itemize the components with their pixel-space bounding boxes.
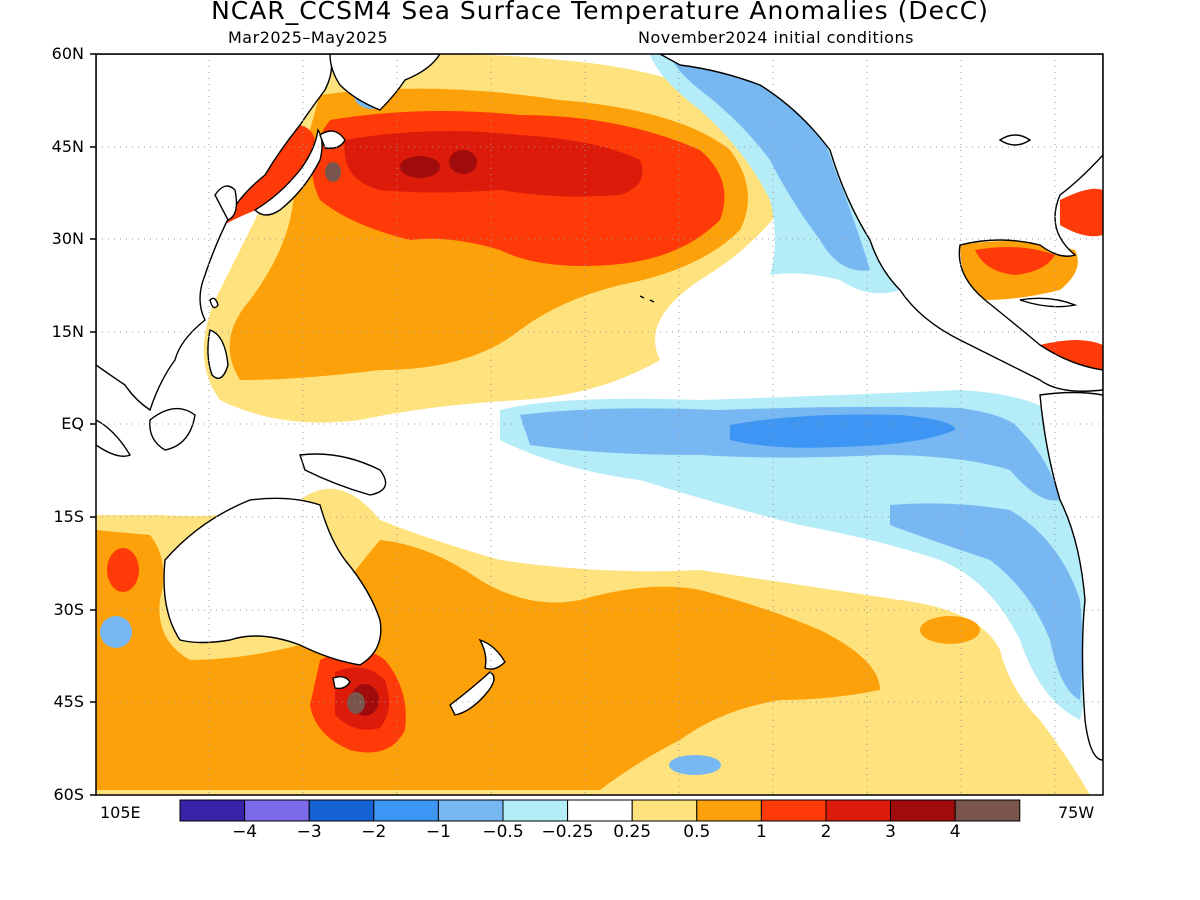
colorbar-label: −0.25 (541, 822, 594, 842)
continents (96, 54, 1103, 761)
initial-conditions: November2024 initial conditions (638, 28, 914, 47)
land-australia (163, 497, 382, 666)
anomaly-indian-cold (100, 616, 132, 648)
lat-label-60n: 60N (51, 44, 84, 63)
colorbar-label: 1 (755, 822, 767, 842)
colorbar (179, 799, 1021, 822)
colorbar-swatch (179, 799, 246, 822)
lat-label-45n: 45N (51, 137, 84, 156)
land-philippines (207, 329, 229, 379)
lat-label-eq: EQ (61, 414, 84, 433)
colorbar-swatch (696, 799, 762, 822)
anomaly-gulf-mexico-hot (975, 246, 1055, 275)
colorbar-label: 0.5 (683, 822, 711, 842)
anomaly-extreme-japan (325, 162, 341, 182)
colorbar-swatch (631, 799, 698, 822)
anomaly-california-cold (670, 55, 870, 271)
forecast-period: Mar2025–May2025 (228, 28, 389, 47)
colorbar-label: 4 (949, 822, 961, 842)
land-new-zealand-north (478, 638, 506, 670)
colorbar-swatch (437, 799, 504, 822)
colorbar-label: 0.25 (613, 822, 652, 842)
colorbar-label: −3 (296, 822, 322, 842)
land-tasmania (332, 675, 351, 690)
land-sumatra (96, 419, 132, 457)
colorbar-label: −0.5 (482, 822, 524, 842)
anomaly-equatorial-cold-strong (730, 414, 955, 448)
anomaly-max-north-pacific-2 (449, 150, 477, 174)
colorbar-swatch (954, 799, 1021, 822)
anomaly-south-warm-patch (920, 616, 980, 644)
colorbar-swatch (567, 799, 633, 822)
land-hokkaido (319, 130, 346, 150)
lat-label-60s: 60S (53, 785, 84, 804)
anomaly-max-north-pacific (400, 156, 440, 178)
colorbar-swatch (373, 799, 439, 822)
land-taiwan (209, 297, 219, 309)
anomaly-indian-warm (107, 548, 139, 592)
land-south-america (1039, 391, 1103, 761)
colorbar-swatch (760, 799, 827, 822)
colorbar-label: −1 (425, 822, 451, 842)
anomaly-south-cold-patch (669, 755, 721, 775)
land-japan-honshu (253, 128, 323, 216)
lat-ticks (90, 53, 96, 796)
colorbar-swatch (890, 799, 956, 822)
land-hawaii (639, 295, 655, 303)
colorbar-label: 2 (820, 822, 832, 842)
land-cuba (1019, 297, 1078, 308)
colorbar-swatch (825, 799, 892, 822)
lat-label-15n: 15N (51, 322, 84, 341)
lon-label-105e: 105E (100, 803, 141, 822)
land-new-guinea (299, 453, 387, 496)
colorbar-label: −4 (232, 822, 258, 842)
land-great-lakes (998, 134, 1032, 146)
anomaly-field (96, 54, 1103, 795)
lat-label-30s: 30S (53, 600, 84, 619)
colorbar-swatch (244, 799, 310, 822)
land-asia (96, 54, 333, 412)
lat-label-15s: 15S (53, 507, 84, 526)
anomaly-peru-cold (890, 503, 1083, 700)
land-new-zealand-south (449, 671, 495, 716)
land-borneo (149, 407, 196, 451)
land-korea (214, 185, 238, 221)
lat-label-45s: 45S (53, 692, 84, 711)
anomaly-atlantic-hot (1060, 188, 1103, 237)
anomaly-tasman-extreme (347, 692, 365, 714)
colorbar-label: 3 (885, 822, 896, 842)
colorbar-swatch (308, 799, 375, 822)
anomaly-equatorial-cold-weak (500, 390, 1090, 720)
colorbar-label: −2 (361, 822, 387, 842)
land-kamchatka (329, 54, 441, 111)
anomaly-higher-north-pacific (344, 131, 643, 197)
colorbar-swatch (502, 799, 569, 822)
lat-label-30n: 30N (51, 229, 84, 248)
map-title: NCAR_CCSM4 Sea Surface Temperature Anoma… (211, 0, 989, 25)
lon-label-75w: 75W (1058, 803, 1095, 822)
